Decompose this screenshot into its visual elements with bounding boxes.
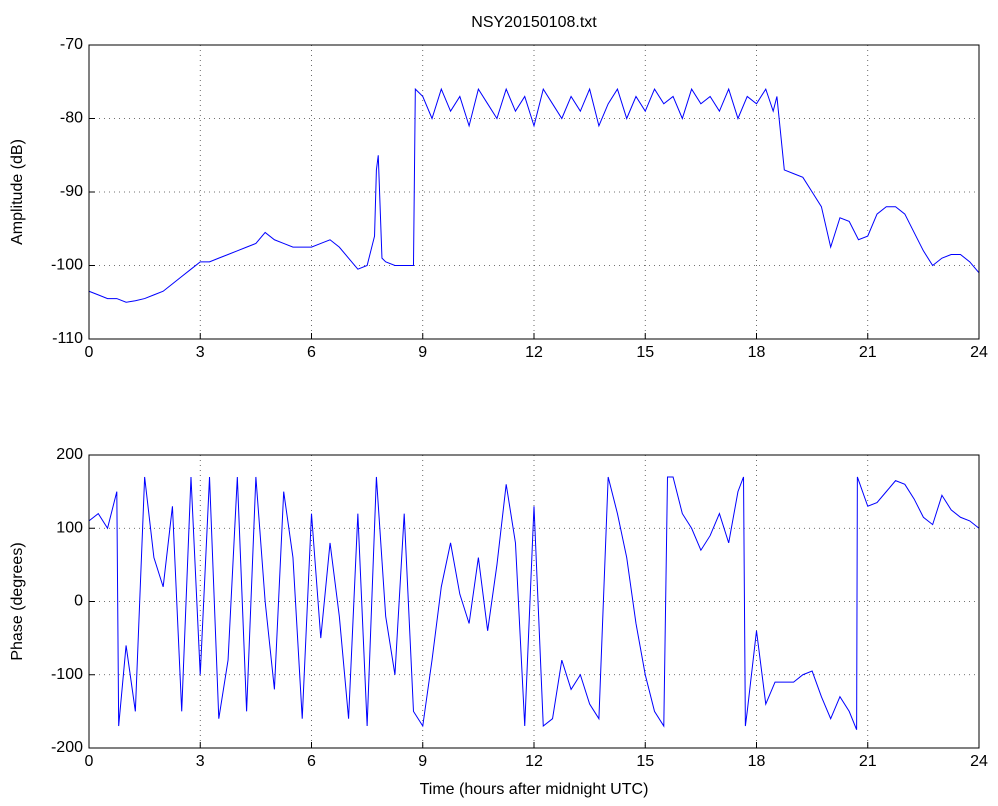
- x-tick-label: 9: [418, 753, 427, 770]
- y-tick-label: -100: [51, 666, 83, 683]
- y-tick-label: -100: [51, 257, 83, 274]
- y-tick-label: -80: [60, 110, 83, 127]
- x-tick-label: 12: [525, 344, 543, 361]
- y-tick-label: -110: [52, 330, 83, 347]
- x-tick-label: 18: [748, 753, 766, 770]
- x-tick-label: 0: [85, 753, 94, 770]
- y-tick-label: -200: [51, 739, 83, 756]
- chart-title: NSY20150108.txt: [471, 14, 597, 31]
- x-tick-label: 21: [859, 753, 877, 770]
- x-tick-label: 6: [307, 344, 316, 361]
- x-tick-label: 6: [307, 753, 316, 770]
- x-tick-label: 3: [196, 344, 205, 361]
- x-tick-label: 24: [970, 753, 988, 770]
- x-tick-label: 21: [859, 344, 877, 361]
- x-tick-label: 12: [525, 753, 543, 770]
- x-tick-label: 18: [748, 344, 766, 361]
- x-tick-label: 15: [636, 344, 654, 361]
- y-tick-label: 200: [56, 446, 83, 463]
- y-tick-label: 0: [74, 593, 83, 610]
- data-line: [88, 87, 980, 303]
- y-tick-label: 100: [56, 519, 83, 536]
- x-tick-label: 3: [196, 753, 205, 770]
- y-axis-label: Amplitude (dB): [9, 139, 26, 245]
- x-tick-label: 0: [85, 344, 94, 361]
- y-tick-label: -70: [60, 36, 83, 53]
- x-tick-label: 9: [418, 344, 427, 361]
- x-tick-label: 15: [636, 753, 654, 770]
- axes-frame: [88, 454, 980, 749]
- x-tick-label: 24: [970, 344, 988, 361]
- x-axis-label: Time (hours after midnight UTC): [420, 781, 649, 798]
- y-tick-label: -90: [60, 183, 83, 200]
- data-line: [88, 476, 980, 730]
- y-axis-label: Phase (degrees): [9, 542, 26, 660]
- axes-frame: [88, 44, 980, 340]
